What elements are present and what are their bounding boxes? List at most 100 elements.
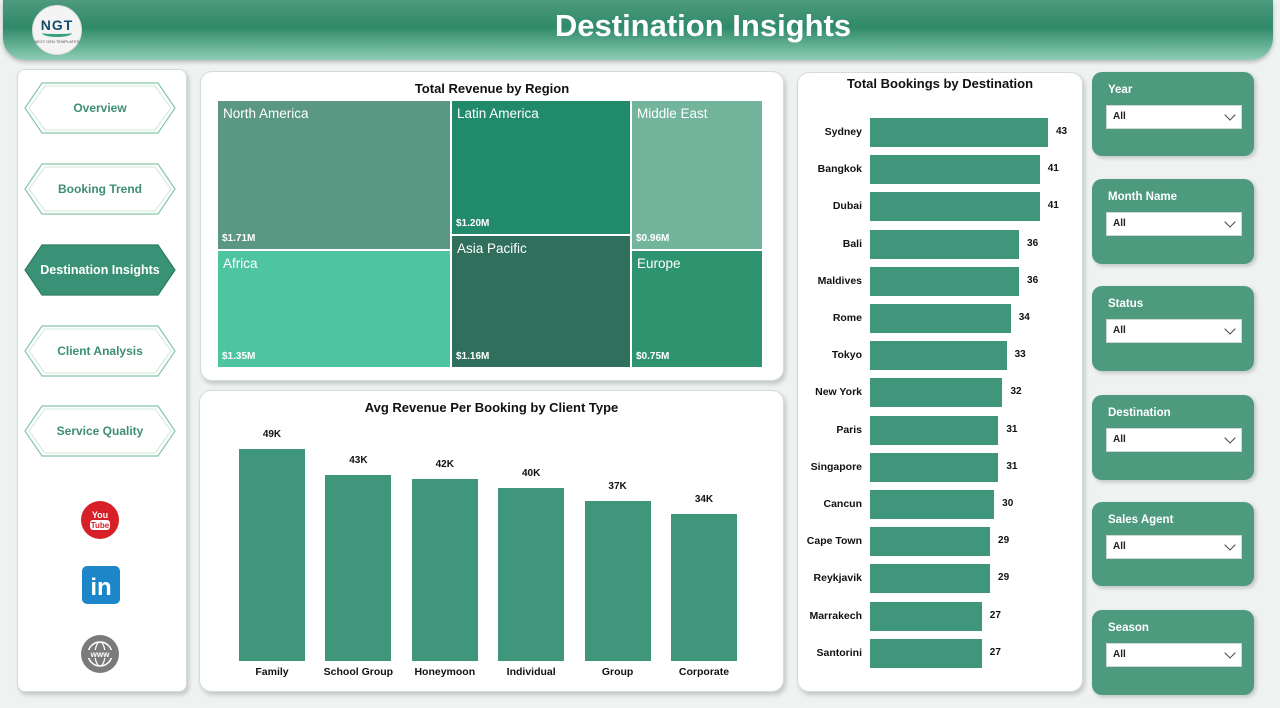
treemap-cell-name: Asia Pacific <box>457 241 527 256</box>
status-dropdown[interactable]: All <box>1106 319 1242 343</box>
bar[interactable] <box>239 449 305 661</box>
treemap-cell-name: Africa <box>223 256 258 271</box>
nav-item-label: Overview <box>73 101 127 115</box>
treemap-cell-europe[interactable]: Europe $0.75M <box>631 250 763 368</box>
destination-dropdown[interactable]: All <box>1106 428 1242 452</box>
category-label: Honeymoon <box>414 666 476 678</box>
treemap-cell-asia-pacific[interactable]: Asia Pacific $1.16M <box>451 235 631 368</box>
sales-agent-dropdown[interactable]: All <box>1106 535 1242 559</box>
data-label: 43 <box>1056 126 1068 137</box>
treemap-cell-value: $1.35M <box>222 351 256 362</box>
season-dropdown[interactable]: All <box>1106 643 1242 667</box>
treemap-cell-middle-east[interactable]: Middle East $0.96M <box>631 100 763 250</box>
bar[interactable] <box>870 229 1020 259</box>
category-label: Marrakech <box>809 609 862 622</box>
bar[interactable] <box>870 378 1003 408</box>
dropdown-value: All <box>1113 434 1126 445</box>
treemap-cell-africa[interactable]: Africa $1.35M <box>217 250 451 368</box>
page-title: Destination Insights <box>554 8 852 43</box>
data-label: 29 <box>998 572 1010 584</box>
treemap-cell-north-america[interactable]: North America $1.71M <box>217 100 451 250</box>
year-dropdown[interactable]: All <box>1106 105 1242 129</box>
chart-title: Avg Revenue Per Booking by Client Type <box>364 400 619 415</box>
bar[interactable] <box>870 601 982 631</box>
slicer-destination: Destination All <box>1092 395 1254 480</box>
svg-text:in: in <box>90 574 111 601</box>
svg-text:www: www <box>90 650 110 659</box>
nav-item-service-quality[interactable]: Service Quality <box>24 405 176 457</box>
data-label: 36 <box>1027 237 1039 249</box>
bookings-by-destination-panel: Total Bookings by Destination Sydney 43 Ba… <box>797 72 1083 692</box>
slicer-label: Month Name <box>1108 191 1177 203</box>
nav-item-label: Client Analysis <box>57 344 143 358</box>
slicer-label: Destination <box>1108 407 1171 419</box>
bar[interactable] <box>870 527 991 557</box>
data-label: 33 <box>1014 349 1026 361</box>
dropdown-value: All <box>1113 111 1126 122</box>
nav-item-label: Destination Insights <box>40 263 160 277</box>
nav-panel: Overview Booking Trend Destination Insig… <box>17 69 187 692</box>
nav-item-overview[interactable]: Overview <box>24 82 176 134</box>
logo-swoosh <box>42 29 72 37</box>
bar[interactable] <box>870 415 999 445</box>
chevron-down-icon <box>1224 647 1236 659</box>
bar[interactable] <box>870 192 1040 222</box>
category-label: Bangkok <box>817 163 862 176</box>
category-label: Cape Town <box>806 535 862 548</box>
slicer-label: Year <box>1108 84 1133 96</box>
data-label: 29 <box>998 535 1010 547</box>
dropdown-value: All <box>1113 541 1126 552</box>
month-name-dropdown[interactable]: All <box>1106 212 1242 236</box>
bar[interactable] <box>870 490 995 519</box>
chevron-down-icon <box>1224 323 1236 335</box>
linkedin-icon[interactable]: in <box>81 565 121 605</box>
data-label: 31 <box>1006 460 1018 472</box>
treemap-cell-latin-america[interactable]: Latin America $1.20M <box>451 100 631 235</box>
bar[interactable] <box>870 564 991 594</box>
category-label: Tokyo <box>831 349 862 362</box>
category-label: Cancun <box>823 498 862 510</box>
nav-item-label: Booking Trend <box>58 182 142 196</box>
chevron-down-icon <box>1224 109 1236 121</box>
chart-title: Total Bookings by Destination <box>846 76 1034 91</box>
nav-item-booking-trend[interactable]: Booking Trend <box>24 163 176 215</box>
data-label: 37K <box>608 480 627 492</box>
category-label: Corporate <box>678 666 730 678</box>
bar[interactable] <box>671 513 737 661</box>
treemap-cell-value: $1.16M <box>456 351 490 362</box>
category-label: School Group <box>323 666 394 678</box>
bar[interactable] <box>870 304 1011 333</box>
globe-icon[interactable]: www <box>80 634 120 674</box>
category-label: Family <box>255 666 289 678</box>
bar[interactable] <box>870 638 982 668</box>
bar[interactable] <box>870 155 1040 185</box>
slicer-status: Status All <box>1092 286 1254 371</box>
category-label: Dubai <box>832 200 862 213</box>
treemap-cell-name: Middle East <box>637 106 708 121</box>
bar[interactable] <box>870 452 999 482</box>
category-label: Singapore <box>810 460 862 473</box>
slicer-year: Year All <box>1092 72 1254 156</box>
youtube-icon[interactable]: You Tube <box>80 500 120 540</box>
treemap-panel: Total Revenue by Region North America $1… <box>200 71 784 381</box>
category-label: Reykjavik <box>813 572 862 585</box>
bar[interactable] <box>870 118 1048 147</box>
bar[interactable] <box>498 487 565 661</box>
bar[interactable] <box>870 266 1020 296</box>
chevron-down-icon <box>1224 216 1236 228</box>
dropdown-value: All <box>1113 325 1126 336</box>
category-label: New York <box>815 386 862 399</box>
data-label: 31 <box>1006 423 1018 435</box>
svg-text:Tube: Tube <box>91 521 110 530</box>
data-label: 36 <box>1027 274 1039 286</box>
dropdown-value: All <box>1113 649 1126 660</box>
bar[interactable] <box>411 479 478 661</box>
bar[interactable] <box>325 474 392 661</box>
nav-item-client-analysis[interactable]: Client Analysis <box>24 325 176 377</box>
data-label: 42K <box>435 459 454 471</box>
data-label: 32 <box>1010 386 1022 398</box>
nav-item-destination-insights[interactable]: Destination Insights <box>24 244 176 296</box>
bar[interactable] <box>584 500 651 661</box>
category-label: Individual <box>506 666 556 678</box>
bar[interactable] <box>870 341 1007 371</box>
